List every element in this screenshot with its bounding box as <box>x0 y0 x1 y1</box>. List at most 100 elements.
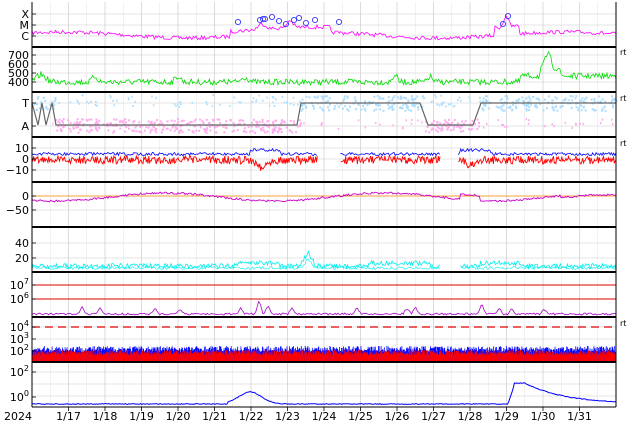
sector-toward-dot <box>571 95 574 98</box>
sector-away-dot <box>166 120 169 123</box>
sector-away-dot <box>86 129 89 132</box>
sector-away-dot <box>299 122 302 125</box>
sector-toward-dot <box>405 103 408 106</box>
sector-away-dot <box>601 118 604 121</box>
sector-away-dot <box>260 127 263 130</box>
sector-toward-dot <box>417 106 420 109</box>
sector-toward-dot <box>478 96 481 99</box>
sector-toward-dot <box>452 105 455 108</box>
sector-toward-dot <box>407 105 410 108</box>
sector-toward-dot <box>301 108 304 111</box>
sector-toward-dot <box>443 101 445 104</box>
sector-away-dot <box>77 131 80 134</box>
sector-away-dot <box>257 125 260 128</box>
sector-away-dot <box>260 129 263 132</box>
y-tick-label: X <box>21 8 29 21</box>
sector-toward-dot <box>381 97 384 100</box>
sector-toward-dot <box>322 98 325 101</box>
sector-toward-dot <box>401 107 404 110</box>
sector-toward-dot <box>542 109 545 112</box>
sector-away-dot <box>458 126 461 129</box>
sector-away-dot <box>180 120 183 123</box>
x-date-label: 1/23 <box>275 410 300 423</box>
sector-away-dot <box>198 129 201 132</box>
flare-event-marker <box>261 15 269 23</box>
sector-away-dot <box>78 122 81 125</box>
sector-toward-dot <box>379 108 382 111</box>
flare-event-marker <box>268 13 276 21</box>
sector-toward-dot <box>78 102 81 105</box>
sector-toward-dot <box>570 106 573 109</box>
y-tick-label: 20 <box>15 252 29 265</box>
sector-away-dot <box>140 125 143 128</box>
ae-series <box>460 259 617 270</box>
sector-toward-dot <box>40 100 43 103</box>
sector-toward-dot <box>484 104 487 107</box>
sector-away-dot <box>94 126 97 129</box>
sector-toward-dot <box>36 109 39 112</box>
sector-away-dot <box>181 130 184 133</box>
sector-toward-dot <box>317 95 320 98</box>
sector-away-dot <box>255 120 258 123</box>
sector-toward-dot <box>219 103 221 106</box>
sector-away-dot <box>205 131 208 134</box>
sector-away-dot <box>122 122 125 125</box>
sector-away-dot <box>242 119 245 122</box>
x-date-label: 1/30 <box>531 410 556 423</box>
sector-away-dot <box>193 120 196 123</box>
x-date-label: 1/20 <box>166 410 191 423</box>
sector-toward-dot <box>116 99 118 102</box>
sector-away-dot <box>502 124 504 127</box>
y-tick-label: 107 <box>10 277 29 292</box>
sector-away-dot <box>222 125 225 128</box>
sector-toward-dot <box>438 104 440 107</box>
sector-toward-dot <box>482 97 485 100</box>
sector-away-dot <box>159 120 162 123</box>
sector-toward-dot <box>402 96 405 99</box>
sector-toward-dot <box>344 105 347 108</box>
sector-toward-dot <box>387 96 390 99</box>
sector-toward-dot <box>326 95 329 98</box>
sector-away-dot <box>271 128 274 131</box>
sector-away-dot <box>57 120 60 123</box>
sector-toward-dot <box>362 104 365 107</box>
sector-away-dot <box>173 129 176 132</box>
sector-toward-dot <box>53 99 56 102</box>
sector-toward-dot <box>421 105 424 108</box>
sector-away-dot <box>162 125 165 128</box>
sector-toward-dot <box>346 95 349 98</box>
sector-away-dot <box>96 129 99 132</box>
sector-away-dot <box>392 124 394 127</box>
sector-toward-dot <box>547 95 550 98</box>
sector-toward-dot <box>482 108 485 111</box>
sector-away-dot <box>175 127 178 130</box>
x-date-label: 1/29 <box>494 410 519 423</box>
sector-toward-dot <box>560 105 563 108</box>
sector-toward-dot <box>271 95 274 98</box>
sector-away-dot <box>95 127 98 130</box>
sector-away-dot <box>124 121 127 124</box>
sector-toward-dot <box>440 94 442 97</box>
sector-away-dot <box>127 127 130 130</box>
sector-away-dot <box>428 131 431 134</box>
sector-away-dot <box>551 123 554 126</box>
sector-toward-dot <box>376 95 379 98</box>
sector-away-dot <box>451 121 454 124</box>
sector-toward-dot <box>387 107 390 110</box>
sector-toward-dot <box>412 98 415 101</box>
sector-away-dot <box>133 120 136 123</box>
x-date-label: 1/25 <box>348 410 373 423</box>
sector-toward-dot <box>564 97 567 100</box>
sector-away-dot <box>245 131 248 134</box>
sector-toward-dot <box>580 104 583 107</box>
sector-toward-dot <box>179 100 182 103</box>
sector-away-dot <box>66 119 69 122</box>
sector-toward-dot <box>511 108 514 111</box>
sector-away-dot <box>297 125 300 128</box>
sector-toward-dot <box>272 96 275 99</box>
sector-away-dot <box>445 121 448 124</box>
sector-toward-dot <box>337 105 340 108</box>
sector-toward-dot <box>42 96 45 99</box>
sector-toward-dot <box>556 109 559 112</box>
sector-toward-dot <box>534 103 537 106</box>
